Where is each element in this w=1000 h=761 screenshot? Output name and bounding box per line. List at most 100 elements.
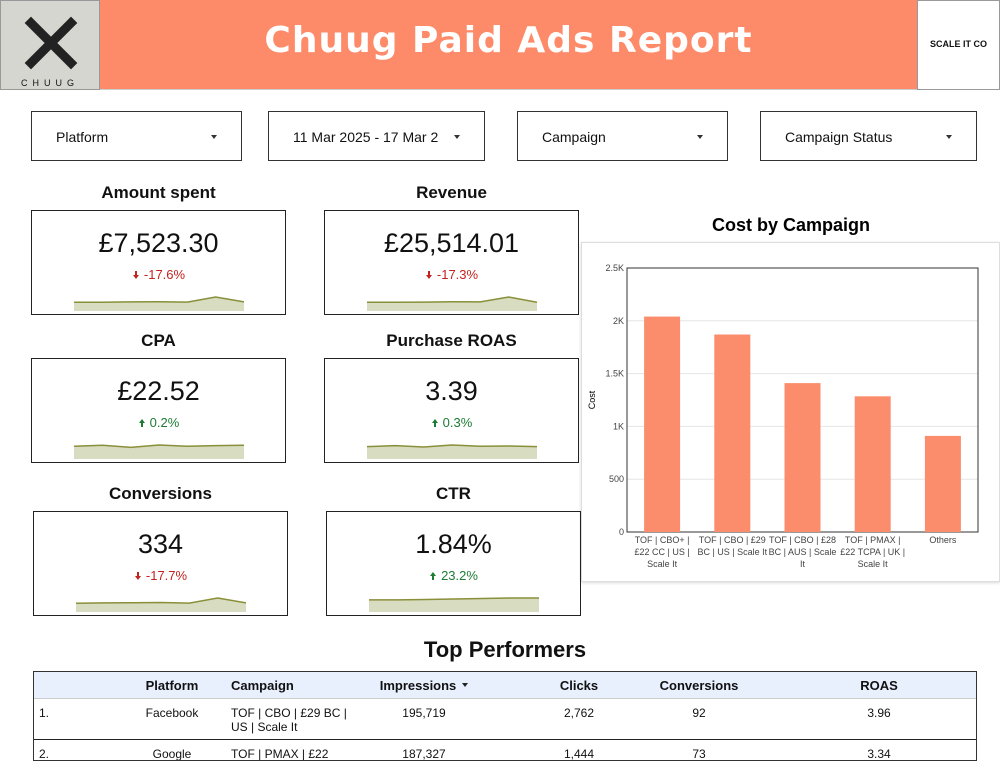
arrow-shape: [134, 572, 141, 580]
table-cell: 2,762: [563, 706, 595, 720]
kpi-value: 334: [137, 529, 184, 559]
table-cell: Facebook: [145, 706, 199, 720]
change-arrow: [430, 572, 437, 580]
kpi-card: £7,523.30 -17.6%: [31, 210, 286, 315]
arrow-shape: [425, 271, 432, 279]
table-cell: 1.: [39, 706, 50, 720]
change-text: 23.2%: [441, 568, 478, 583]
sparkline-line: [73, 444, 245, 449]
bar: [644, 316, 681, 532]
sparkline: [367, 296, 538, 311]
filter-dropdown[interactable]: Platform: [31, 111, 242, 161]
kpi-card: 3.39 0.3%: [324, 358, 579, 463]
column-header[interactable]: Platform: [102, 678, 242, 693]
y-tick-label: 2.5K: [605, 263, 624, 273]
kpi-card: 334 -17.7%: [33, 511, 288, 616]
kpi-change: 0.3%: [325, 415, 578, 430]
y-tick-label: 2K: [613, 316, 624, 326]
sparkline-area: [367, 445, 537, 459]
kpi-title: CTR: [436, 484, 471, 503]
header-text: Clicks: [559, 678, 599, 693]
sparkline: [75, 597, 247, 612]
x-label-box: Others: [929, 535, 957, 545]
table-cell: 195,719: [402, 706, 446, 720]
x-tick-label: TOF | CBO | £28 BC | AUS | Scale It: [768, 535, 837, 569]
header-text: Platform: [145, 678, 199, 693]
header-text: Impressions: [379, 678, 457, 693]
arrow-shape: [132, 271, 139, 279]
arrow-shape: [138, 419, 145, 427]
table-cell: 187,327: [402, 747, 446, 761]
kpi-title: Amount spent: [101, 183, 216, 202]
table-header: [34, 672, 976, 699]
change-text: 0.2%: [149, 415, 180, 430]
x-label-box: TOF | PMAX | £22 TCPA | UK | Scale It: [840, 535, 906, 569]
x-label-box: TOF | CBO+ | £22 CC | US | Scale It: [634, 535, 690, 569]
table-cell: 3.96: [867, 706, 891, 720]
arrow-shape: [430, 572, 437, 580]
kpi-value: £22.52: [117, 376, 200, 406]
filter-dropdown[interactable]: Campaign: [517, 111, 728, 161]
right-logo: SCALE IT CO: [917, 0, 1000, 90]
x-label-box: TOF | CBO | £29 BC | US | Scale It: [697, 535, 768, 557]
kpi-value: 3.39: [425, 376, 478, 406]
kpi-value: £25,514.01: [383, 228, 520, 258]
kpi-value: 1.84%: [415, 529, 492, 559]
sparkline-area: [76, 598, 246, 612]
change-arrow: [134, 572, 141, 580]
y-axis-label: Cost: [587, 390, 597, 409]
header-text: Campaign: [231, 678, 294, 693]
bar: [924, 435, 961, 532]
change-text: -17.7%: [145, 568, 188, 583]
kpi-title: CPA: [141, 331, 176, 350]
kpi-title: Revenue: [416, 183, 487, 202]
table-cell: 92: [692, 706, 706, 720]
change-text: -17.3%: [436, 267, 479, 282]
bar: [714, 334, 751, 532]
kpi-card: 1.84% 23.2%: [326, 511, 581, 616]
sparkline-area: [74, 297, 244, 311]
y-tick-label: 1K: [613, 421, 624, 431]
kpi-value: £7,523.30: [98, 228, 219, 258]
row-divider: [34, 739, 976, 740]
kpi-title: Purchase ROAS: [386, 331, 517, 350]
sparkline-line: [367, 296, 538, 303]
x-tick-label: TOF | CBO | £29 BC | US | Scale It: [697, 535, 768, 557]
table-cell: 73: [692, 747, 706, 761]
header: [0, 0, 1000, 90]
sparkline: [366, 444, 538, 459]
x-label-box: TOF | CBO | £28 BC | AUS | Scale It: [768, 535, 837, 569]
filter-dropdown[interactable]: Campaign Status: [760, 111, 977, 161]
kpi-change: 0.2%: [32, 415, 285, 430]
change-arrow: [138, 419, 145, 427]
y-tick-label: 0: [619, 527, 624, 537]
x-tick-label: Others: [929, 535, 957, 545]
change-text: -17.6%: [143, 267, 186, 282]
x-tick-label: TOF | PMAX | £22 TCPA | UK | Scale It: [840, 535, 906, 569]
y-tick-label: 1.5K: [605, 369, 624, 379]
column-header[interactable]: Impressions: [334, 678, 514, 693]
sparkline: [73, 444, 245, 459]
table-cell: 1,444: [563, 747, 595, 761]
column-header[interactable]: Clicks: [534, 678, 624, 693]
sparkline-line: [369, 597, 539, 601]
report-title: Chuug Paid Ads Report: [264, 20, 753, 61]
sort-icon: [462, 683, 469, 690]
table-title: Top Performers: [423, 637, 587, 662]
filter-dropdown[interactable]: 11 Mar 2025 - 17 Mar 2: [268, 111, 485, 161]
sparkline-area: [369, 598, 539, 612]
column-header[interactable]: Campaign: [231, 678, 361, 693]
column-header[interactable]: ROAS: [839, 678, 919, 693]
change-arrow: [431, 419, 438, 427]
logo-text: CHUUG: [21, 78, 79, 88]
x-tick-label: TOF | CBO+ | £22 CC | US | Scale It: [634, 535, 690, 569]
kpi-change: -17.6%: [32, 267, 285, 282]
sparkline: [74, 296, 245, 311]
sparkline: [369, 597, 539, 612]
table-cell: Google: [152, 747, 192, 761]
header-text: Conversions: [659, 678, 739, 693]
column-header[interactable]: Conversions: [624, 678, 774, 693]
bar: [784, 383, 821, 532]
kpi-change: -17.7%: [34, 568, 287, 583]
sparkline-line: [75, 597, 247, 604]
